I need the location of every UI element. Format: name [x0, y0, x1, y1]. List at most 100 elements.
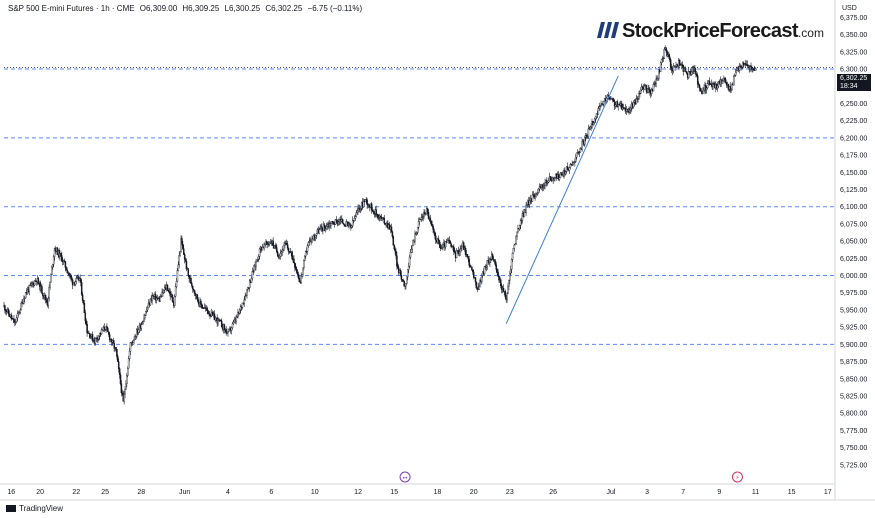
candle-body	[621, 107, 624, 110]
candle-body	[135, 336, 137, 338]
candle-body	[231, 323, 234, 328]
candle-body	[295, 269, 298, 273]
currency-label[interactable]: USD	[842, 5, 857, 12]
candle-body	[190, 278, 192, 284]
candle-body	[280, 251, 283, 254]
time-tick-label: 9	[717, 489, 721, 496]
price-tick-label: 6,175.00	[840, 153, 867, 160]
time-tick-label: 12	[354, 489, 362, 496]
candle-body	[270, 242, 273, 244]
candle-body	[16, 313, 19, 319]
candle-body	[125, 383, 127, 390]
candle-body	[232, 321, 235, 324]
time-tick-label: 22	[72, 489, 80, 496]
candle-body	[175, 280, 178, 287]
candle-body	[136, 329, 138, 337]
candle-body	[213, 313, 216, 321]
candle-body	[345, 221, 348, 227]
candle-body	[431, 224, 433, 227]
candle-body	[587, 128, 590, 137]
candle-body	[298, 277, 301, 282]
candle-body	[585, 135, 588, 137]
candle-body	[672, 65, 675, 72]
candle-body	[325, 226, 328, 229]
candle-body	[652, 83, 655, 92]
candle-body	[371, 209, 374, 212]
candle-body	[553, 178, 555, 181]
price-tick-label: 6,325.00	[840, 49, 867, 56]
candle-body	[248, 287, 250, 289]
candle-body	[411, 245, 414, 250]
candle-body	[461, 246, 463, 249]
candle-body	[98, 335, 100, 340]
candle-body	[155, 297, 158, 301]
candle-body	[422, 216, 424, 218]
candle-body	[47, 297, 50, 306]
candle-body	[455, 250, 458, 259]
candle-body	[493, 260, 496, 262]
event-marker-glyph: ⚡	[735, 475, 739, 482]
candle-body	[204, 307, 207, 309]
time-tick-label: Jul	[607, 489, 616, 496]
candle-body	[437, 238, 440, 241]
candle-body	[107, 328, 109, 333]
candle-body	[228, 329, 230, 332]
candle-body	[597, 108, 600, 115]
candle-body	[354, 216, 357, 219]
candle-body	[308, 241, 311, 243]
time-tick-label: 15	[390, 489, 398, 496]
candle-body	[113, 343, 115, 349]
candle-body	[559, 172, 562, 178]
candle-body	[239, 306, 242, 311]
candle-body	[377, 214, 379, 219]
price-tick-label: 5,975.00	[840, 290, 867, 297]
candle-body	[246, 289, 248, 296]
close-value: C6,302.25	[265, 4, 303, 13]
candle-body	[515, 236, 517, 245]
candle-body	[220, 320, 222, 322]
candle-body	[283, 244, 285, 251]
candle-body	[112, 340, 115, 344]
candle-body	[741, 67, 743, 69]
candle-body	[291, 251, 293, 260]
candle-body	[508, 279, 510, 287]
time-tick-label: 7	[681, 489, 685, 496]
candle-body	[116, 349, 118, 357]
candle-body	[516, 231, 518, 237]
candle-body	[188, 275, 190, 279]
candle-body	[434, 231, 436, 237]
candle-body	[489, 258, 491, 263]
candle-body	[481, 275, 483, 282]
candle-body	[535, 193, 537, 198]
candle-body	[334, 219, 337, 225]
candle-body	[584, 136, 586, 145]
candle-body	[584, 135, 587, 138]
trendline	[505, 75, 619, 324]
candle-body	[504, 291, 507, 298]
price-tick-label: 5,800.00	[840, 411, 867, 418]
candle-body	[19, 309, 22, 313]
candle-body	[632, 102, 635, 108]
candle-body	[278, 255, 281, 258]
candle-body	[444, 241, 447, 248]
candle-body	[655, 78, 657, 84]
candle-body	[284, 243, 286, 246]
tradingview-attribution[interactable]: TradingView	[6, 504, 63, 513]
candle-body	[314, 235, 317, 238]
candle-body	[124, 388, 126, 395]
candle-body	[513, 244, 516, 249]
logo-stripes-icon	[597, 22, 619, 38]
symbol-label[interactable]: S&P 500 E-mini Futures · 1h · CME	[8, 4, 135, 13]
candle-body	[421, 217, 423, 219]
candle-body	[612, 100, 615, 102]
candle-body	[261, 246, 264, 251]
candle-body	[187, 268, 190, 276]
candle-body	[578, 152, 581, 154]
candle-body	[549, 176, 552, 180]
candle-body	[266, 241, 268, 245]
candle-body	[670, 66, 673, 70]
candle-body	[485, 265, 488, 268]
candle-body	[98, 332, 101, 337]
candle-body	[498, 276, 500, 281]
